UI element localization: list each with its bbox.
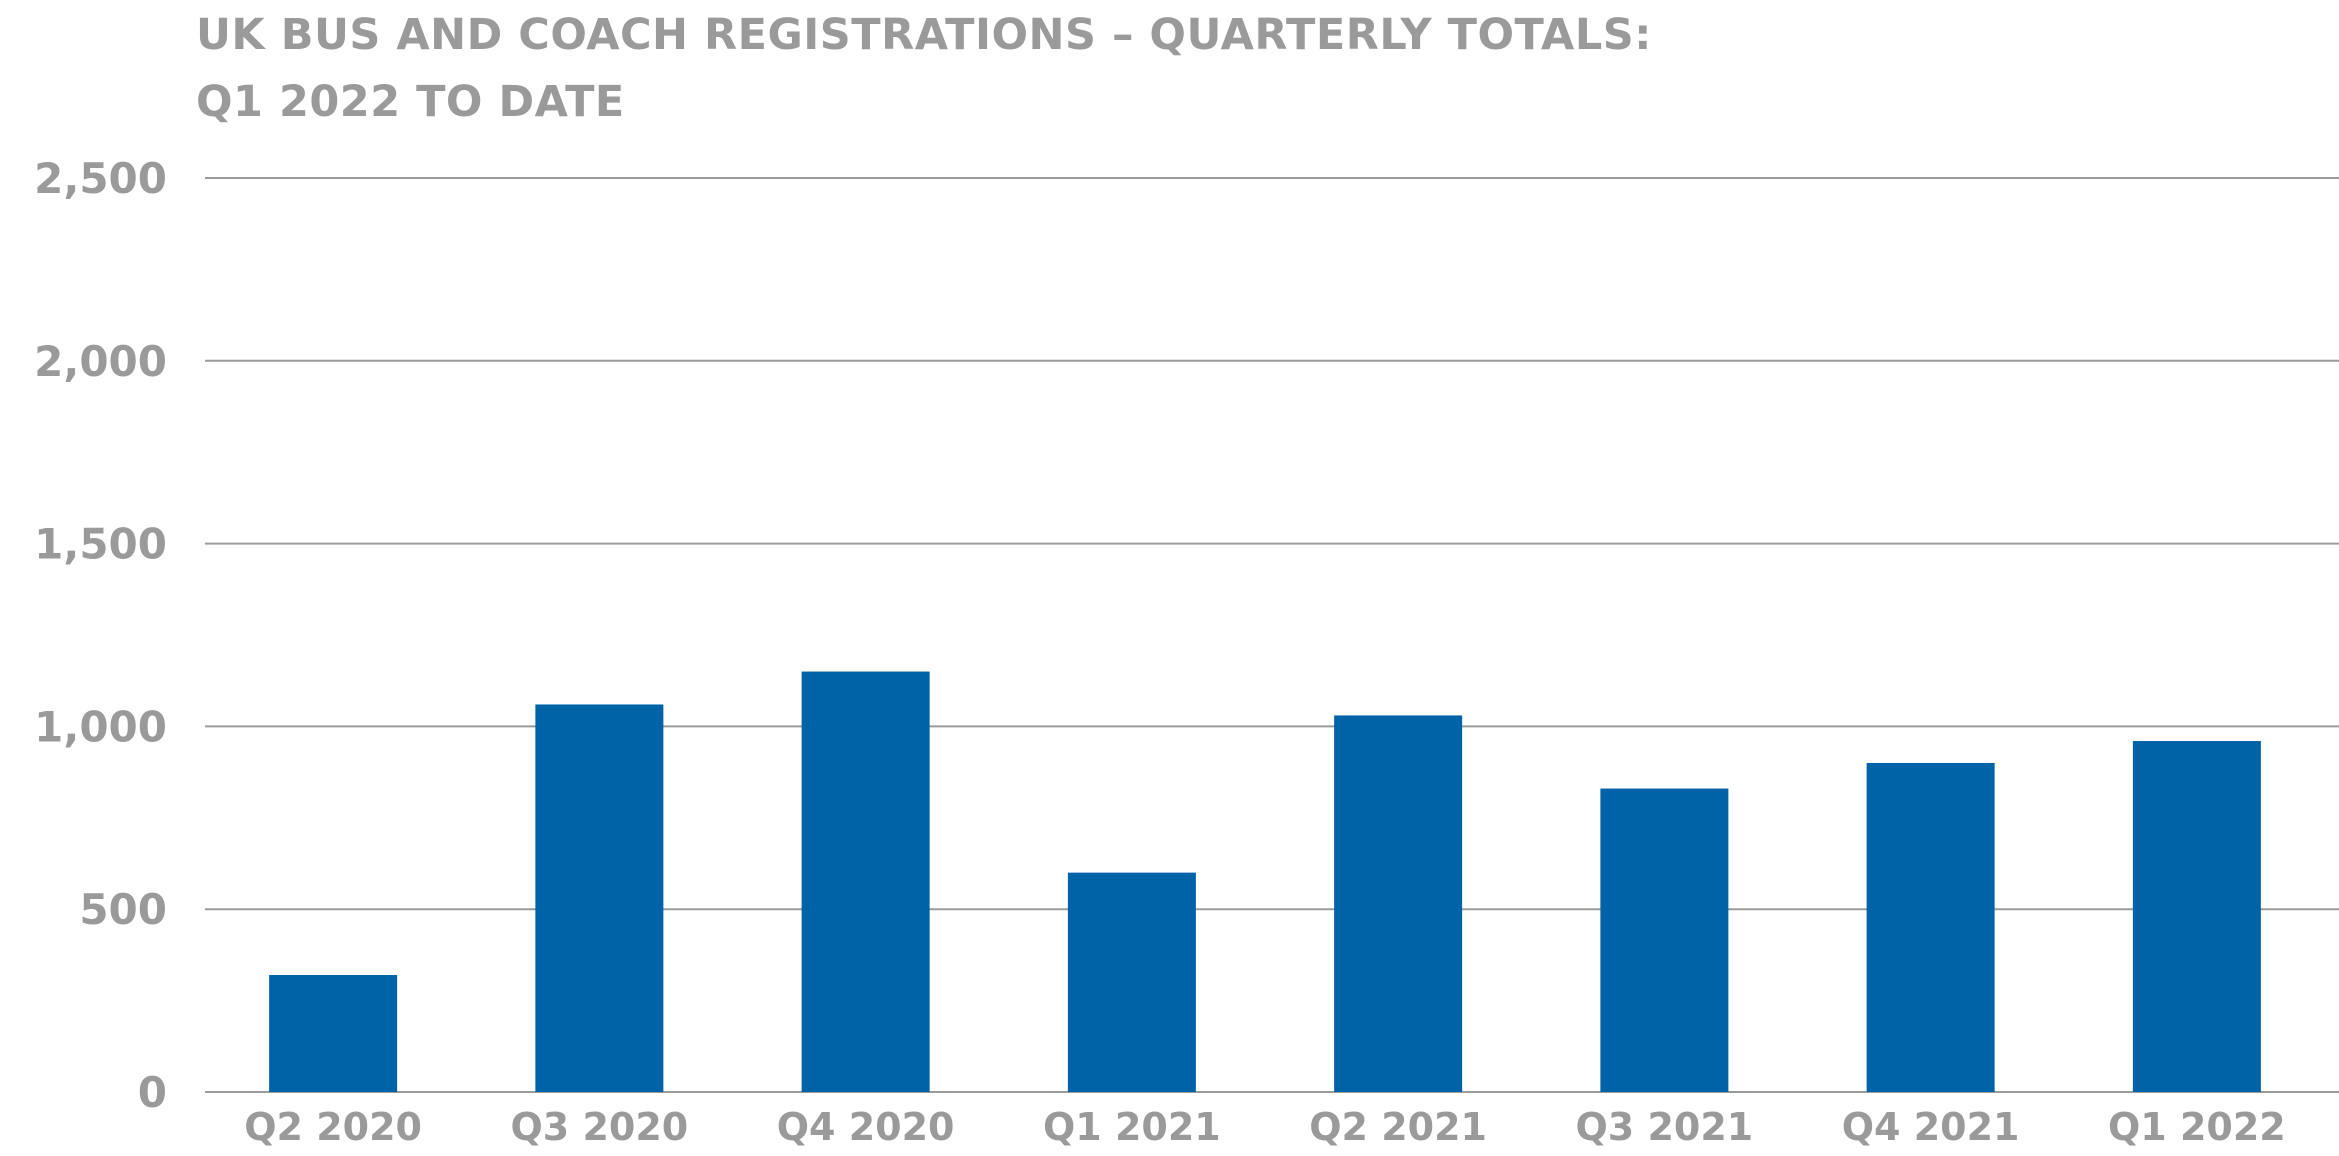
x-tick-label: Q3 2021 bbox=[1576, 1105, 1754, 1149]
chart-title-line-2: Q1 2022 TO DATE bbox=[196, 77, 625, 127]
chart-title: UK BUS AND COACH REGISTRATIONS – QUARTER… bbox=[196, 2, 1896, 136]
x-axis-tick-labels: Q2 2020 Q3 2020 Q4 2020 Q1 2021 Q2 2021 Q3 20… bbox=[244, 1105, 2286, 1149]
x-tick-label: Q4 2021 bbox=[1842, 1105, 2020, 1149]
y-tick-label: 2,500 bbox=[34, 154, 167, 203]
bar bbox=[1866, 762, 1995, 1092]
y-tick-label: 0 bbox=[138, 1068, 167, 1117]
x-tick-label: Q4 2020 bbox=[777, 1105, 955, 1149]
x-tick-label: Q1 2022 bbox=[2108, 1105, 2286, 1149]
y-axis-tick-labels: 0 500 1,000 1,500 2,000 2,500 bbox=[34, 154, 167, 1117]
bars bbox=[269, 671, 2261, 1092]
chart-title-line-1: UK BUS AND COACH REGISTRATIONS – QUARTER… bbox=[196, 10, 1652, 60]
bar bbox=[801, 671, 930, 1092]
bar bbox=[535, 704, 664, 1092]
bar bbox=[2132, 741, 2261, 1092]
gridlines bbox=[205, 177, 2339, 1093]
y-tick-label: 1,000 bbox=[34, 702, 167, 751]
bar bbox=[1600, 788, 1729, 1092]
y-tick-label: 1,500 bbox=[34, 520, 167, 569]
y-tick-label: 500 bbox=[79, 885, 167, 934]
bar bbox=[1334, 715, 1463, 1092]
bar bbox=[269, 975, 398, 1092]
y-tick-label: 2,000 bbox=[34, 337, 167, 386]
x-tick-label: Q3 2020 bbox=[511, 1105, 689, 1149]
x-tick-label: Q1 2021 bbox=[1043, 1105, 1221, 1149]
x-tick-label: Q2 2020 bbox=[244, 1105, 422, 1149]
x-tick-label: Q2 2021 bbox=[1309, 1105, 1487, 1149]
bar bbox=[1067, 872, 1196, 1092]
